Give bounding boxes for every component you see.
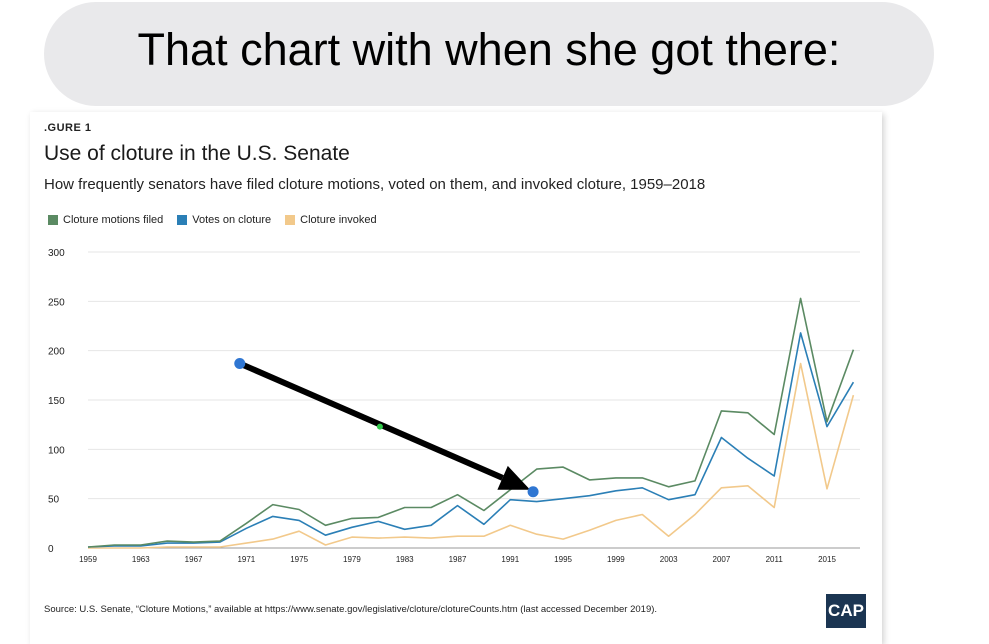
legend-label-invoked: Cloture invoked [300, 214, 377, 226]
message-text: That chart with when she got there: [137, 24, 841, 75]
x-tick-label-1967: 1967 [185, 555, 203, 564]
x-tick-label-1999: 1999 [607, 555, 625, 564]
arrow-mid-marker [376, 423, 383, 430]
arrow-end-marker [527, 486, 539, 498]
legend-swatch-votes [177, 215, 188, 225]
message-bubble: That chart with when she got there: [44, 2, 934, 106]
y-tick-label-250: 250 [48, 297, 65, 308]
series-line-cloture-invoked [88, 362, 855, 549]
y-tick-label-300: 300 [48, 248, 65, 259]
legend-item-votes: Votes on cloture [177, 214, 271, 226]
figure-label: .GURE 1 [44, 122, 92, 134]
legend-label-filed: Cloture motions filed [63, 214, 164, 226]
line-chart: 0 50 100 150 200 250 300 1959 1963 1967 1971 1975 19… [48, 248, 860, 564]
y-tick-label-100: 100 [48, 445, 65, 456]
chart-title: Use of cloture in the U.S. Senate [44, 142, 350, 165]
legend-item-invoked: Cloture invoked [285, 214, 377, 226]
annotation-arrow-head [497, 465, 531, 490]
chart-card: .GURE 1 Use of cloture in the U.S. Senat… [30, 112, 882, 644]
x-tick-label-1983: 1983 [396, 555, 414, 564]
y-tick-label-0: 0 [48, 544, 54, 555]
cap-logo: CAP [826, 594, 866, 628]
annotation-arrow-shaft [238, 360, 504, 481]
series-line-cloture-motions-filed [87, 297, 855, 548]
x-tick-label-1971: 1971 [237, 555, 255, 564]
x-tick-label-2011: 2011 [766, 555, 784, 564]
x-tick-label-2015: 2015 [818, 555, 836, 564]
source-note: Source: U.S. Senate, “Cloture Motions,” … [44, 604, 658, 615]
y-tick-label-200: 200 [48, 347, 65, 358]
arrow-start-marker [234, 357, 246, 369]
x-tick-label-1995: 1995 [554, 555, 572, 564]
chart-legend: Cloture motions filed Votes on cloture C… [48, 214, 377, 226]
x-tick-label-1975: 1975 [290, 555, 308, 564]
legend-swatch-invoked [285, 215, 296, 225]
legend-item-filed: Cloture motions filed [48, 214, 163, 226]
series-line-votes-on-cloture [87, 332, 855, 548]
x-tick-label-1979: 1979 [343, 555, 361, 564]
chart-subtitle: How frequently senators have filed clotu… [44, 176, 706, 193]
legend-label-votes: Votes on cloture [192, 214, 272, 226]
x-tick-label-1963: 1963 [132, 555, 150, 564]
x-tick-label-1959: 1959 [79, 555, 97, 564]
y-tick-label-50: 50 [48, 495, 60, 506]
legend-swatch-filed [48, 215, 58, 225]
x-tick-label-2003: 2003 [660, 555, 678, 564]
x-tick-label-1987: 1987 [449, 555, 467, 564]
x-tick-label-2007: 2007 [713, 555, 731, 564]
y-tick-label-150: 150 [48, 396, 65, 407]
x-tick-label-1991: 1991 [501, 555, 519, 564]
